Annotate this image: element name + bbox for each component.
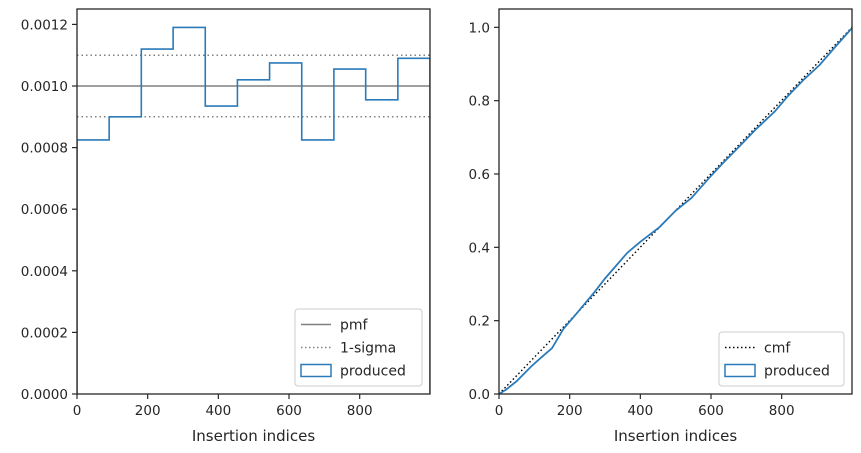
x-tick-label: 600 bbox=[698, 403, 724, 419]
legend-frame bbox=[294, 308, 423, 387]
produced-line bbox=[499, 27, 852, 394]
y-tick-label: 0.0012 bbox=[21, 17, 68, 33]
y-tick-label: 0.8 bbox=[469, 94, 490, 110]
pmf-histogram-chart: 0 200 400 600 800 0.0000 0.0002 0.0004 0.0006 0.0… bbox=[21, 8, 431, 445]
legend-label: pmf bbox=[340, 318, 369, 334]
y-tick-label: 0.0 bbox=[469, 387, 490, 403]
x-tick-label: 0 bbox=[495, 403, 504, 419]
y-tick-label: 0.4 bbox=[469, 240, 490, 256]
axes-frame bbox=[498, 8, 853, 395]
x-tick-label: 400 bbox=[627, 403, 653, 419]
x-tick-label: 800 bbox=[769, 403, 795, 419]
cmf-chart: 0 200 400 600 800 0.0 0.2 0.4 0.6 0.8 1.0 Insertion… bbox=[469, 8, 853, 445]
y-tick-label: 0.0002 bbox=[21, 325, 68, 341]
y-tick-label: 0.6 bbox=[469, 167, 490, 183]
x-tick-label: 200 bbox=[557, 403, 583, 419]
x-axis-title: Insertion indices bbox=[614, 427, 737, 445]
x-tick-label: 600 bbox=[276, 403, 302, 419]
y-tick-label: 0.0008 bbox=[21, 141, 68, 157]
cmf-line bbox=[499, 26, 852, 394]
plot-area bbox=[77, 26, 430, 394]
axes-frame bbox=[76, 8, 431, 395]
legend-label: produced bbox=[764, 364, 830, 380]
legend-label: cmf bbox=[764, 341, 791, 357]
x-tick-label: 400 bbox=[205, 403, 231, 419]
legend: pmf 1-sigma produced bbox=[294, 308, 423, 387]
legend-label: produced bbox=[340, 364, 406, 380]
legend-swatch-box bbox=[724, 363, 756, 378]
legend-label: 1-sigma bbox=[340, 341, 396, 357]
y-tick-label: 0.0010 bbox=[21, 79, 68, 95]
y-tick-label: 0.2 bbox=[469, 314, 490, 330]
y-tick-label: 0.0000 bbox=[21, 387, 68, 403]
y-tick-label: 1.0 bbox=[469, 20, 490, 36]
plot-area bbox=[499, 26, 852, 394]
x-tick-label: 0 bbox=[73, 403, 82, 419]
y-tick-label: 0.0006 bbox=[21, 202, 68, 218]
legend: cmf produced bbox=[718, 331, 845, 387]
x-tick-label: 200 bbox=[135, 403, 161, 419]
x-tick-label: 800 bbox=[347, 403, 373, 419]
x-axis-title: Insertion indices bbox=[192, 427, 315, 445]
produced-histogram-step bbox=[77, 26, 430, 394]
legend-swatch-box bbox=[300, 363, 332, 378]
legend-frame bbox=[718, 331, 845, 387]
y-tick-label: 0.0004 bbox=[21, 264, 68, 280]
